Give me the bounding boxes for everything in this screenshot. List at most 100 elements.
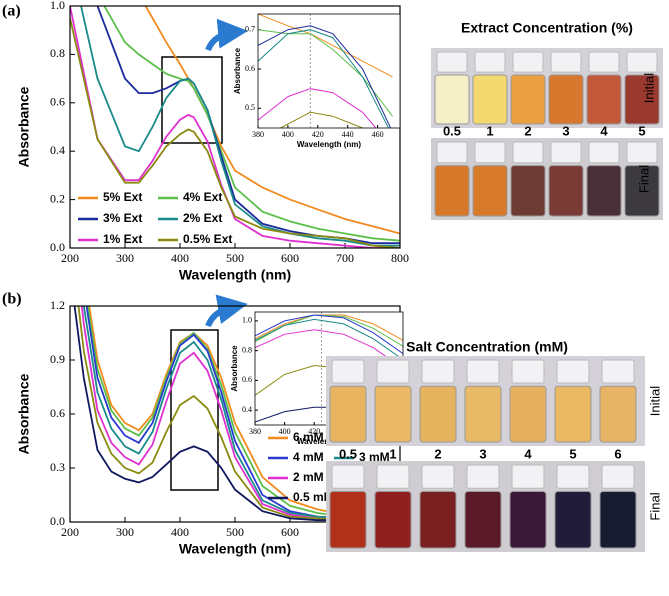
vial-cap	[556, 464, 590, 489]
y-tick-label: 0.4	[50, 143, 65, 157]
spectrum-line	[255, 314, 403, 341]
x-tick-label: 380	[249, 427, 261, 436]
x-tick-label: 600	[281, 525, 299, 539]
vial-liquid	[419, 491, 457, 549]
legend-label: 4% Ext	[183, 190, 222, 204]
spectrum-line	[103, 6, 400, 242]
x-tick-label: 700	[336, 251, 354, 265]
series-group	[70, 6, 400, 248]
series-group	[73, 306, 400, 522]
vial-cap	[601, 359, 635, 384]
y-tick-label: 0.2	[50, 191, 65, 205]
zoom-box	[161, 56, 223, 144]
spectrum-line	[258, 25, 392, 128]
vial-label: 0.5	[443, 123, 461, 138]
vial-liquid	[434, 165, 470, 217]
vial-cap	[511, 359, 545, 384]
arrow	[205, 18, 248, 52]
y-axis-label: Absorbance	[230, 345, 239, 392]
series-group	[258, 14, 393, 128]
y-tick-label: 0.6	[242, 375, 252, 384]
vial-label: 4	[524, 446, 532, 461]
legend-label: 3% Ext	[103, 211, 142, 225]
x-axis-label: Wavelength (nm)	[179, 267, 291, 283]
vial-cap	[512, 51, 544, 73]
spectrum-line	[73, 306, 400, 522]
vial-liquid	[510, 165, 546, 217]
vial-cap	[601, 464, 635, 489]
vial-label: 5	[638, 123, 645, 138]
spectrum-line	[255, 314, 403, 355]
vial-label: 1	[486, 123, 493, 138]
x-tick-label: 380	[252, 130, 264, 139]
vial-cap	[331, 464, 365, 489]
y-tick-label: 0.9	[50, 352, 65, 366]
vial-liquid	[464, 385, 502, 443]
y-tick-label: 0.6	[245, 64, 255, 73]
y-tick-label: 0.8	[50, 46, 65, 60]
y-tick-label: 0.4	[242, 405, 252, 414]
x-tick-label: 800	[391, 251, 409, 265]
row-label: Initial	[641, 73, 656, 103]
y-axis-label: Absorbance	[16, 373, 32, 454]
x-tick-label: 500	[226, 251, 244, 265]
legend-label: 1% Ext	[103, 232, 142, 246]
spectrum-line	[258, 29, 390, 128]
y-tick-label: 0.7	[245, 25, 255, 34]
vial-cap	[556, 359, 590, 384]
x-tick-label: 400	[171, 251, 189, 265]
spectrum-line	[77, 306, 400, 522]
row-label: Final	[636, 165, 651, 193]
vial-cap	[474, 141, 506, 164]
vial-liquid	[329, 385, 367, 443]
vial-liquid	[419, 385, 457, 443]
y-tick-label: 1.0	[50, 0, 65, 12]
photo-title: Salt Concentration (mM)	[406, 339, 568, 355]
vial-label: 3	[479, 446, 486, 461]
vial-liquid	[554, 385, 592, 443]
y-tick-label: 0.6	[50, 406, 65, 420]
spectrum-line	[258, 29, 393, 117]
vial-liquid	[586, 74, 622, 125]
vial-liquid	[509, 385, 547, 443]
vial-liquid	[374, 385, 412, 443]
vial-label: 1	[389, 446, 396, 461]
vial-cap	[511, 464, 545, 489]
vial-liquid	[374, 491, 412, 549]
vial-liquid	[554, 491, 592, 549]
inset-background	[258, 14, 400, 128]
vial-label: 3	[562, 123, 569, 138]
vial-cap	[588, 141, 620, 164]
x-tick-label: 420	[312, 130, 324, 139]
vial-liquid	[472, 165, 508, 217]
x-tick-label: 400	[279, 427, 291, 436]
vial-cap	[376, 359, 410, 384]
x-tick-label: 400	[282, 130, 294, 139]
x-tick-label: 420	[308, 427, 320, 436]
vial-cap	[436, 51, 468, 73]
vial-cap	[550, 141, 582, 164]
zoom-box	[170, 329, 219, 491]
vial-liquid	[510, 74, 546, 125]
legend-label: 2% Ext	[183, 211, 222, 225]
vial-cap	[466, 359, 500, 384]
vial-label: 6	[614, 446, 621, 461]
vial-cap	[421, 464, 455, 489]
arrow	[205, 294, 248, 328]
spectrum-line	[279, 111, 364, 128]
spectrum-line	[255, 318, 403, 361]
spectrum-line	[258, 14, 393, 78]
vial-cap	[626, 51, 658, 73]
panel-label: (a)	[2, 3, 21, 20]
spectrum-line	[82, 306, 400, 522]
photo-title: Extract Concentration (%)	[461, 20, 633, 36]
vial-liquid	[624, 74, 660, 125]
spectrum-line	[86, 306, 400, 522]
y-tick-label: 1.0	[242, 316, 252, 325]
vial-cap	[550, 51, 582, 73]
vial-label: 0.5	[339, 446, 357, 461]
vial-liquid	[329, 491, 367, 549]
legend-label: 0.5 mM	[293, 490, 334, 504]
x-axis-label: Wavelength (nm)	[179, 541, 291, 557]
vial-cap	[376, 464, 410, 489]
